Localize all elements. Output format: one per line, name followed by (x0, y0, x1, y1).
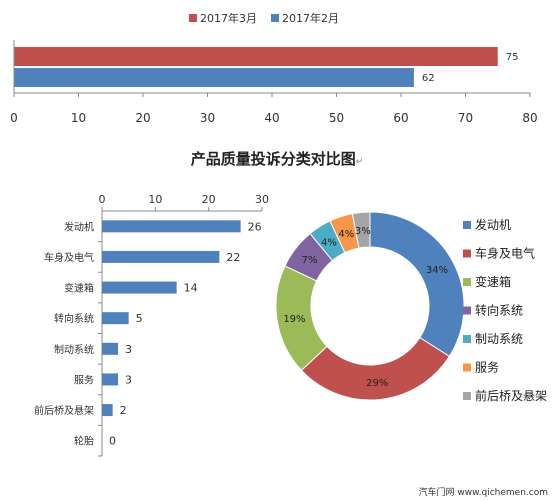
donut-legend-swatch-6 (463, 363, 471, 372)
donut-value-label-3: 19% (283, 314, 305, 325)
donut-slice-7 (351, 211, 371, 249)
category-label-7: 前后桥及悬架 (34, 404, 94, 417)
category-bar-1 (102, 220, 241, 233)
cat-x-tick-label-1: 0 (99, 193, 106, 206)
donut-legend-label-5: 制动系统 (475, 332, 523, 346)
category-bar-2 (102, 250, 220, 263)
category-value-2: 22 (226, 251, 240, 264)
watermark: 汽车门网 www.qichemen.com (418, 488, 548, 498)
donut-legend-swatch-3 (463, 278, 471, 286)
category-label-5: 制动系统 (54, 343, 94, 356)
category-value-3: 14 (184, 282, 198, 295)
x-tick-label-2: 10 (71, 111, 86, 125)
bar-1 (14, 47, 498, 66)
donut-legend-label-1: 发动机 (475, 217, 511, 232)
x-tick-label-9: 80 (522, 111, 537, 125)
category-bar-3 (102, 281, 177, 294)
donut-legend-label-6: 服务 (475, 360, 499, 375)
x-tick-label-7: 60 (393, 111, 408, 125)
donut-legend-swatch-7 (463, 392, 471, 400)
category-label-3: 变速箱 (64, 282, 94, 295)
donut-value-label-4: 7% (302, 255, 318, 266)
category-bar-5 (102, 342, 118, 355)
category-label-8: 轮胎 (74, 435, 94, 448)
category-label-4: 转向系统 (54, 312, 94, 325)
donut-slice-1 (369, 211, 465, 358)
category-bar-4 (102, 312, 129, 325)
x-tick-label-6: 50 (329, 111, 344, 125)
bar-2 (14, 68, 414, 87)
category-label-2: 车身及电气 (44, 251, 94, 264)
x-tick-label-4: 30 (200, 111, 215, 125)
donut-value-label-7: 3% (355, 226, 371, 237)
category-value-5: 3 (125, 343, 132, 356)
legend-swatch-2 (271, 14, 279, 22)
bar-value-label-1: 75 (506, 52, 519, 63)
donut-legend-swatch-2 (463, 249, 471, 258)
donut-legend-swatch-5 (463, 335, 471, 343)
bar-value-label-2: 62 (422, 73, 435, 84)
cat-x-tick-label-3: 20 (202, 193, 216, 206)
donut-slice-2 (300, 336, 451, 401)
category-label-6: 服务 (74, 373, 94, 386)
donut-value-label-1: 34% (426, 265, 448, 276)
legend-label-1: 2017年3月 (200, 11, 257, 25)
x-tick-label-1: 0 (10, 111, 18, 125)
donut-value-label-6: 4% (338, 229, 354, 240)
donut-legend-label-4: 转向系统 (475, 303, 523, 318)
donut-legend-swatch-4 (463, 306, 471, 315)
donut-legend-label-7: 前后桥及悬架 (475, 388, 547, 403)
cat-x-tick-label-2: 10 (148, 193, 162, 206)
category-value-8: 0 (109, 435, 116, 448)
legend-swatch-1 (189, 14, 197, 22)
donut-value-label-5: 4% (321, 237, 337, 248)
category-bar-7 (102, 404, 113, 417)
category-bar-6 (102, 373, 118, 386)
x-tick-label-5: 40 (264, 111, 279, 125)
legend-label-2: 2017年2月 (282, 11, 339, 25)
x-tick-label-3: 20 (135, 111, 150, 125)
category-value-7: 2 (120, 404, 127, 417)
donut-legend-label-3: 变速箱 (475, 274, 511, 289)
x-tick-label-8: 70 (458, 111, 473, 125)
category-value-4: 5 (136, 312, 143, 325)
category-value-1: 26 (248, 220, 262, 233)
chart-title: 产品质量投诉分类对比图↵ (190, 150, 364, 168)
donut-legend-label-2: 车身及电气 (475, 246, 535, 261)
donut-value-label-2: 29% (366, 378, 388, 389)
category-value-6: 3 (125, 373, 132, 386)
cat-x-tick-label-4: 30 (255, 193, 269, 206)
donut-legend-swatch-1 (463, 221, 471, 229)
category-label-1: 发动机 (64, 220, 94, 233)
